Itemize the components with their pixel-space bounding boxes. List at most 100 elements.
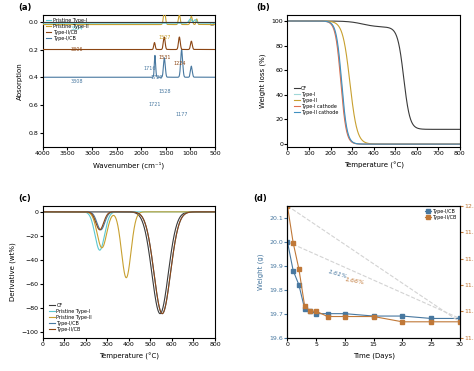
CF — [207, 210, 213, 214]
X-axis label: Temperature (°C): Temperature (°C) — [344, 161, 403, 168]
Type-I cathode — [452, 142, 457, 146]
Type-I/CB — [207, 210, 213, 214]
Type-I/CB — [457, 316, 463, 321]
Text: 1224: 1224 — [173, 61, 186, 66]
CF — [157, 311, 163, 316]
Type-II/CB — [342, 314, 348, 319]
Type-II/CB — [457, 319, 463, 324]
Text: 3304: 3304 — [71, 26, 83, 31]
Pristine Type-I — [207, 210, 213, 214]
Type-I/CB — [40, 210, 46, 214]
Pristine Type-II — [212, 210, 218, 214]
CF — [457, 127, 463, 132]
Type-I — [452, 142, 457, 146]
Pristine Type-I — [124, 210, 129, 214]
Text: CF: CF — [210, 22, 216, 27]
Type-I — [284, 19, 290, 23]
Text: 3306: 3306 — [71, 47, 83, 52]
Line: Pristine Type-II: Pristine Type-II — [43, 212, 215, 278]
Pristine Type-II — [49, 210, 55, 214]
Text: (a): (a) — [18, 3, 32, 12]
Type-II cathode — [457, 142, 463, 146]
Type-I — [438, 142, 443, 146]
Type-II/CB — [159, 311, 165, 316]
Type-I — [293, 19, 299, 23]
Legend: CF, Pristine Type-I, Pristine Type-II, Type-I/CB, Type-II/CB: CF, Pristine Type-I, Pristine Type-II, T… — [48, 303, 92, 332]
Type-II — [457, 142, 463, 146]
Pristine Type-II — [119, 253, 125, 257]
Type-II cathode — [364, 142, 370, 146]
Type-I/CB — [119, 210, 125, 214]
Type-I/CB — [428, 316, 434, 321]
Type-II/CB — [308, 309, 313, 313]
Type-II cathode — [284, 19, 290, 23]
Pristine Type-I — [212, 210, 218, 214]
Type-II cathode — [452, 142, 457, 146]
Type-II — [452, 142, 457, 146]
Type-I — [368, 142, 374, 146]
Line: CF: CF — [43, 212, 215, 313]
Type-I/CB — [207, 210, 213, 214]
Text: 1.61%: 1.61% — [328, 270, 348, 280]
Type-I/CB — [342, 311, 348, 316]
Pristine Type-II — [207, 210, 213, 214]
Type-II cathode — [438, 142, 444, 146]
Type-I/CB — [400, 314, 405, 318]
Y-axis label: Derivative (wt%): Derivative (wt%) — [9, 242, 16, 301]
Type-II — [368, 142, 374, 146]
Type-I/CB — [124, 210, 129, 214]
Type-II/CB — [207, 210, 213, 214]
Type-I/CB — [313, 311, 319, 316]
X-axis label: Temperature (°C): Temperature (°C) — [99, 352, 159, 359]
Type-II/CB — [40, 210, 46, 214]
Type-II/CB — [325, 314, 330, 319]
Type-II/CB — [49, 210, 55, 214]
Pristine Type-II — [123, 276, 129, 280]
Type-II/CB — [302, 304, 308, 308]
Text: (d): (d) — [253, 194, 267, 203]
Type-II/CB — [119, 210, 125, 214]
Line: Type-II/CB: Type-II/CB — [286, 204, 462, 324]
Type-II/CB — [296, 267, 302, 271]
Type-II/CB — [313, 309, 319, 313]
Type-I/CB — [308, 309, 313, 313]
Line: Type-I cathode: Type-I cathode — [287, 21, 460, 144]
Type-II/CB — [284, 204, 290, 208]
Type-I/CB — [296, 283, 302, 287]
Text: (c): (c) — [18, 194, 31, 203]
Text: 3308: 3308 — [71, 79, 83, 84]
Type-II/CB — [176, 224, 182, 229]
Legend: Type-I/CB, Type-II/CB: Type-I/CB, Type-II/CB — [425, 208, 457, 220]
CF — [284, 19, 290, 23]
Legend: Pristine Type-I, Pristine Type-II, Type-II/CB, Type-I/CB: Pristine Type-I, Pristine Type-II, Type-… — [45, 17, 89, 41]
Type-II — [364, 141, 370, 145]
Type-I/CB — [290, 268, 296, 273]
Type-I cathode — [368, 142, 374, 146]
Type-I cathode — [457, 142, 463, 146]
Pristine Type-I — [97, 248, 102, 252]
Pristine Type-II — [207, 210, 213, 214]
Type-I/CB — [302, 307, 308, 311]
Line: Type-II/CB: Type-II/CB — [43, 212, 215, 313]
Type-II — [293, 19, 299, 23]
Text: 1716: 1716 — [144, 66, 156, 72]
Type-I — [457, 142, 463, 146]
Type-I — [364, 142, 370, 146]
Type-II cathode — [420, 142, 426, 146]
Type-I/CB — [371, 314, 376, 318]
Pristine Type-II — [176, 210, 182, 214]
Line: Type-II cathode: Type-II cathode — [287, 21, 460, 144]
Type-II/CB — [400, 319, 405, 324]
Type-I/CB — [212, 210, 218, 214]
Type-II — [452, 142, 457, 146]
Text: 1729: 1729 — [151, 75, 163, 80]
Type-I cathode — [364, 142, 370, 146]
Type-II cathode — [452, 142, 458, 146]
Type-I cathode — [452, 142, 458, 146]
Text: 1528: 1528 — [158, 89, 171, 93]
Type-II/CB — [124, 210, 129, 214]
Type-I/CB — [49, 210, 55, 214]
Type-II/CB — [207, 210, 213, 214]
CF — [452, 127, 457, 132]
Text: 1177: 1177 — [175, 112, 188, 117]
